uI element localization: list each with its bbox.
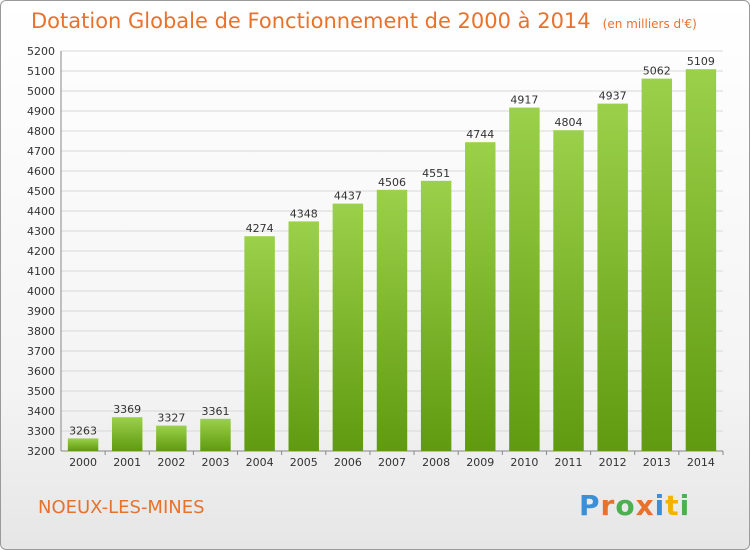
x-tick-label-2000: 2000 [69, 456, 97, 469]
bar-2001 [111, 417, 143, 451]
x-tick-label-2011: 2011 [555, 456, 583, 469]
logo-letter: i [679, 489, 691, 522]
bar-2014 [685, 69, 717, 451]
logo-letter: P [579, 489, 601, 522]
y-tick-label: 3700 [27, 345, 55, 358]
y-tick-label: 4900 [27, 105, 55, 118]
logo-letter: r [600, 489, 616, 522]
value-label-2009: 4744 [466, 128, 494, 141]
value-label-2003: 3361 [201, 405, 229, 418]
chart-title: Dotation Globale de Fonctionnement de 20… [31, 9, 697, 33]
y-tick-label: 3800 [27, 325, 55, 338]
bar-2003 [200, 418, 231, 451]
y-tick-label: 3600 [27, 365, 55, 378]
value-label-2001: 3369 [113, 403, 141, 416]
bar-2002 [156, 425, 187, 451]
y-tick-label: 3500 [27, 385, 55, 398]
value-label-2013: 5062 [643, 65, 671, 78]
value-labels: 3263 3369 3327 3361 4274 4348 4437 4506 4551 4744… [69, 55, 715, 437]
y-tick-label: 4400 [27, 205, 55, 218]
chart-title-text: Dotation Globale de Fonctionnement de 20… [31, 9, 591, 33]
value-label-2011: 4804 [555, 116, 583, 129]
bar-2005 [288, 221, 319, 451]
y-tick-label: 3300 [27, 425, 55, 438]
bar-2006 [332, 203, 364, 451]
y-tick-label: 3200 [27, 445, 55, 458]
logo-letter: x [635, 489, 655, 522]
logo-letter: t [665, 489, 680, 522]
x-tick-label-2013: 2013 [643, 456, 671, 469]
bar-2011 [553, 130, 584, 451]
y-tick-label: 4600 [27, 165, 55, 178]
x-tick-label-2006: 2006 [334, 456, 362, 469]
y-tick-label: 4300 [27, 225, 55, 238]
bar-2000 [67, 438, 99, 451]
logo-letter: i [654, 489, 666, 522]
y-tick-label: 4100 [27, 265, 55, 278]
y-tick-label: 4200 [27, 245, 55, 258]
value-label-2007: 4506 [378, 176, 406, 189]
value-label-2014: 5109 [687, 55, 715, 68]
value-label-2002: 3327 [157, 412, 185, 425]
value-label-2010: 4917 [510, 94, 538, 107]
x-tick-label-2005: 2005 [290, 456, 318, 469]
proxiti-logo[interactable]: Proxiti [579, 489, 690, 522]
y-tick-label: 4500 [27, 185, 55, 198]
x-tick-label-2007: 2007 [378, 456, 406, 469]
x-tick-label-2010: 2010 [510, 456, 538, 469]
bar-2004 [244, 236, 275, 451]
x-tick-label-2014: 2014 [687, 456, 715, 469]
value-label-2005: 4348 [290, 207, 318, 220]
bar-2012 [597, 103, 628, 451]
x-tick-label-2008: 2008 [422, 456, 450, 469]
logo-letter: o [615, 489, 636, 522]
y-tick-label: 4800 [27, 125, 55, 138]
bar-2013 [641, 78, 673, 451]
x-tick-label-2003: 2003 [201, 456, 229, 469]
place-name: NOEUX-LES-MINES [38, 497, 205, 518]
axes: 3200 3300 3400 3500 3600 3700 3800 3900 4000 4100… [27, 45, 724, 469]
x-tick-label-2001: 2001 [113, 456, 141, 469]
value-label-2012: 4937 [599, 90, 627, 103]
value-label-2000: 3263 [69, 424, 97, 437]
value-label-2004: 4274 [246, 222, 274, 235]
x-tick-label-2004: 2004 [246, 456, 274, 469]
bars [67, 69, 717, 452]
bar-2008 [420, 180, 452, 452]
bar-2010 [509, 107, 540, 451]
x-tick-label-2012: 2012 [599, 456, 627, 469]
y-tick-label: 4700 [27, 145, 55, 158]
y-tick-label: 3900 [27, 305, 55, 318]
y-tick-label: 3400 [27, 405, 55, 418]
x-tick-label-2009: 2009 [466, 456, 494, 469]
value-label-2008: 4551 [422, 167, 450, 180]
x-tick-label-2002: 2002 [157, 456, 185, 469]
value-label-2006: 4437 [334, 190, 362, 203]
y-tick-label: 4000 [27, 285, 55, 298]
y-tick-label: 5000 [27, 85, 55, 98]
chart-unit: (en milliers d'€) [602, 17, 697, 31]
y-tick-label: 5200 [27, 45, 55, 58]
y-tick-label: 5100 [27, 65, 55, 78]
bar-2007 [376, 189, 408, 452]
bar-2009 [465, 142, 496, 451]
